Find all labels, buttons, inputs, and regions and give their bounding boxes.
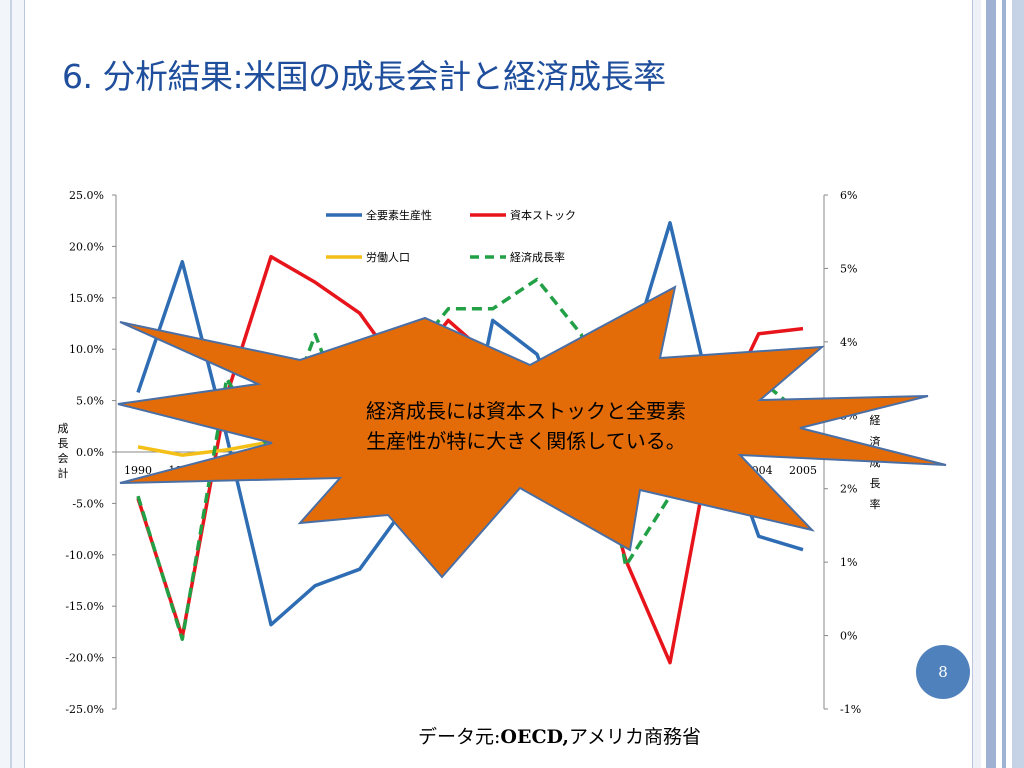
- left-tick-label: -5.0%: [72, 497, 104, 510]
- callout-text-line-1: 経済成長には資本ストックと全要素: [366, 399, 686, 423]
- callout-starburst: 経済成長には資本ストックと全要素 生産性が特に大きく関係している。: [117, 285, 947, 579]
- left-tick-label: 0.0%: [76, 446, 104, 459]
- right-tick-label: 2%: [840, 483, 857, 496]
- data-source-note: データ元:OECD,アメリカ商務省: [418, 722, 701, 749]
- right-tick-label: 4%: [840, 336, 857, 349]
- right-axis-title-char: 済: [870, 434, 881, 448]
- x-tick-label: 1990: [124, 464, 152, 477]
- source-prefix: データ元:: [418, 726, 501, 748]
- slide-title: 6. 分析結果:米国の成長会計と経済成長率: [62, 57, 666, 96]
- left-axis-title-char: 会: [58, 452, 69, 465]
- source-suffix: アメリカ商務省: [568, 726, 702, 748]
- right-tick-label: 5%: [840, 262, 857, 275]
- left-axis-title-char: 成: [58, 422, 69, 435]
- left-tick-label: -15.0%: [65, 600, 104, 613]
- left-tick-label: -10.0%: [65, 549, 104, 562]
- legend-label: 経済成長率: [510, 250, 565, 264]
- left-axis-title-char: 計: [58, 466, 69, 480]
- legend-label: 資本ストック: [510, 208, 576, 222]
- x-tick-label: 2005: [789, 464, 817, 477]
- callout-starburst-shape: [117, 285, 947, 579]
- right-tick-label: 1%: [840, 556, 857, 569]
- right-tick-label: -1%: [840, 703, 861, 716]
- right-tick-label: 0%: [840, 630, 857, 643]
- slide-frame-right: [972, 0, 1024, 768]
- left-tick-label: 10.0%: [69, 343, 104, 356]
- slide-frame-left: [0, 0, 25, 768]
- right-axis-title-char: 経: [870, 414, 881, 427]
- callout-text-line-2: 生産性が特に大きく関係している。: [366, 429, 685, 453]
- legend-label: 労働人口: [366, 250, 410, 264]
- right-tick-label: 6%: [840, 189, 857, 202]
- left-tick-label: 25.0%: [69, 189, 104, 202]
- legend-label: 全要素生産性: [366, 208, 432, 222]
- right-axis-title-char: 率: [870, 497, 881, 511]
- left-axis-title-char: 長: [58, 437, 69, 450]
- page-number-badge: 8: [916, 645, 970, 699]
- left-tick-label: 5.0%: [76, 395, 104, 408]
- left-tick-label: -20.0%: [65, 652, 104, 665]
- left-tick-label: -25.0%: [65, 703, 104, 716]
- left-tick-label: 15.0%: [69, 292, 104, 305]
- source-bold: OECD,: [500, 726, 569, 748]
- left-tick-label: 20.0%: [69, 240, 104, 253]
- right-axis-title-char: 長: [870, 477, 881, 490]
